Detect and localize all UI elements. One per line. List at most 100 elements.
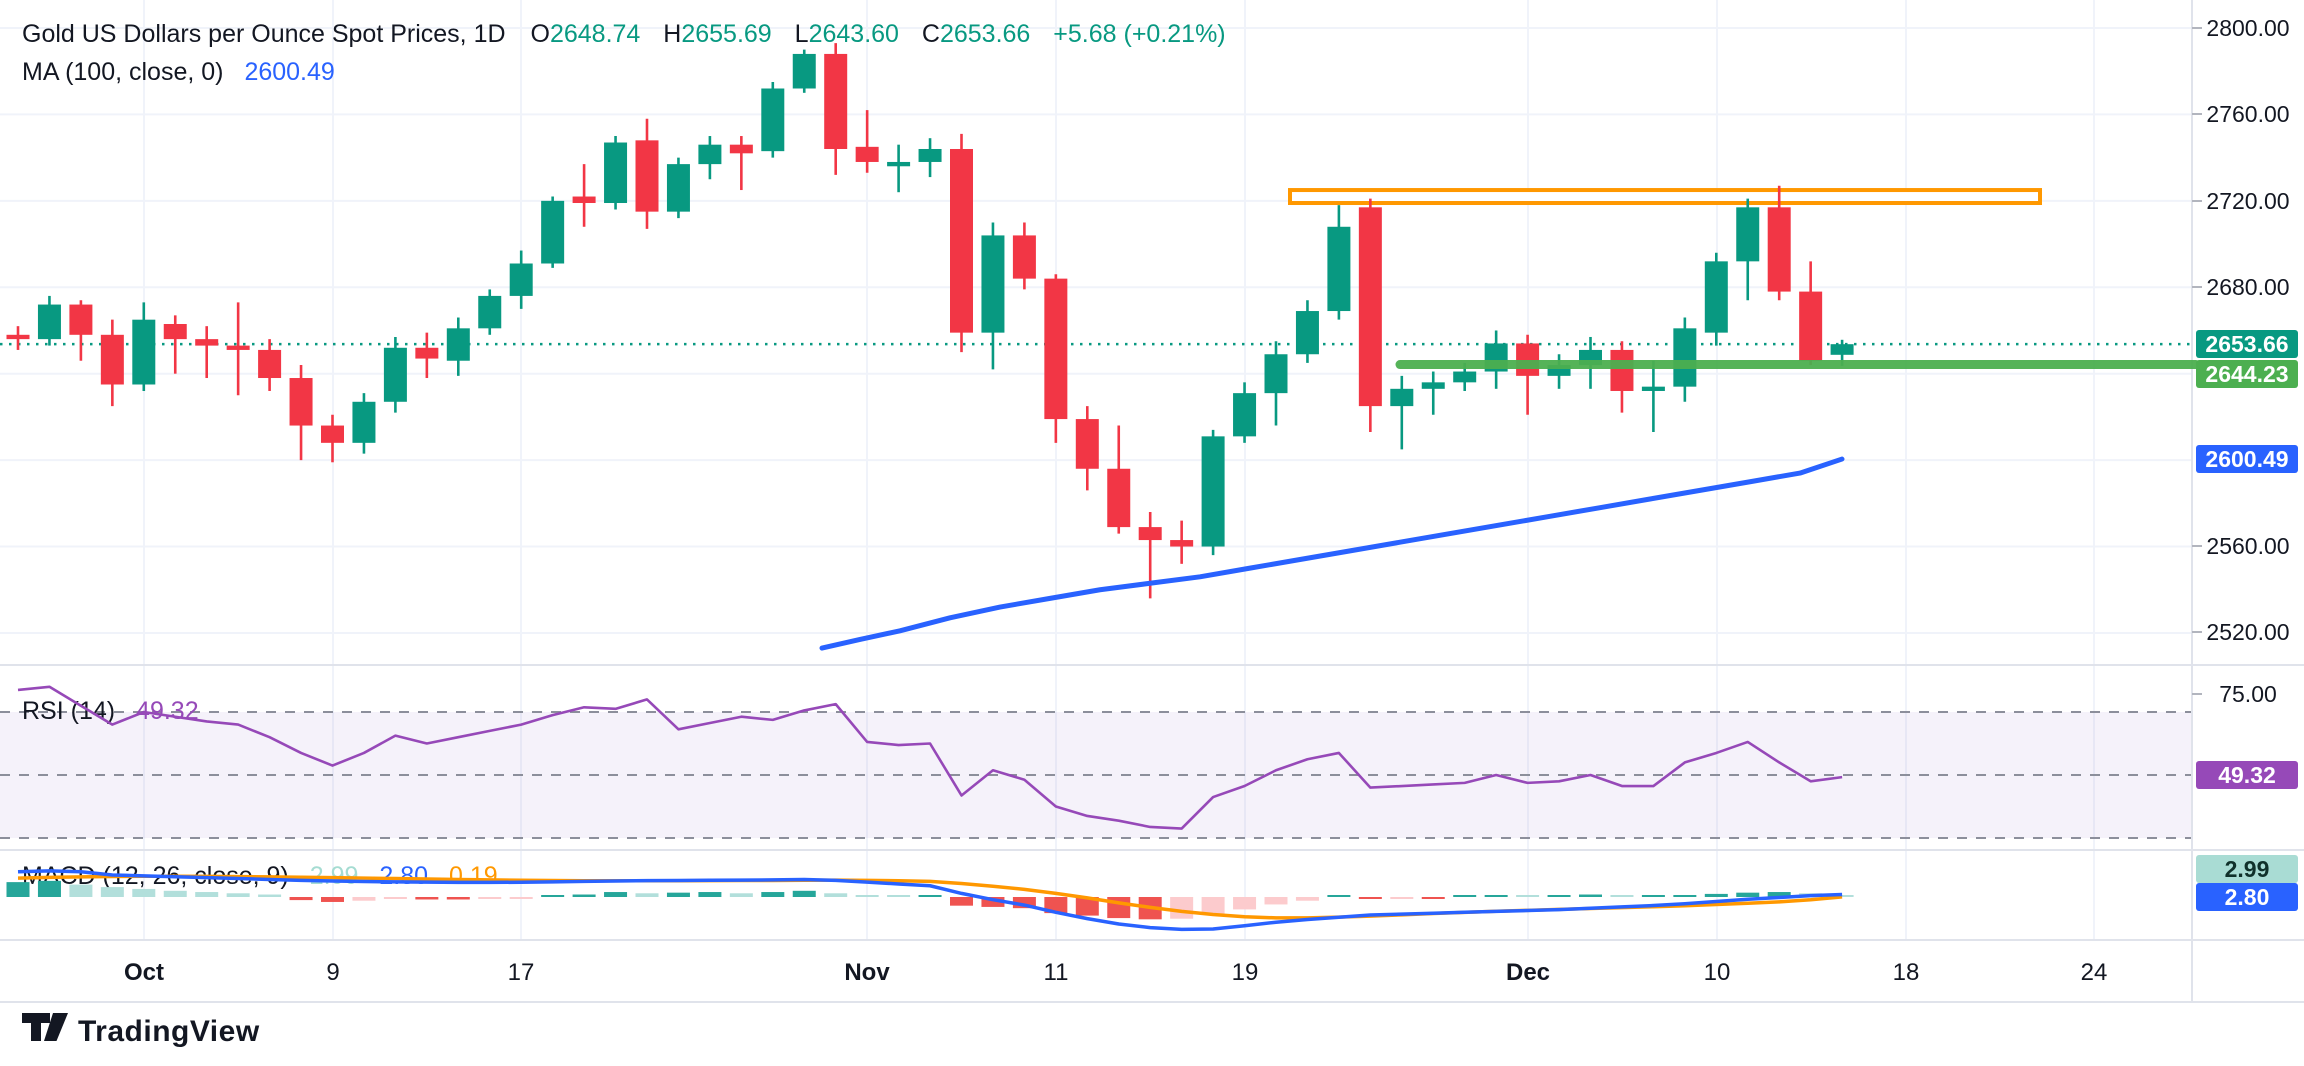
macd-hist-bar <box>981 897 1005 907</box>
candle-body <box>1327 226 1351 312</box>
macd-hist-bar <box>541 895 565 897</box>
ma-100-line <box>819 456 1845 651</box>
price-badge: 2653.66 <box>2196 330 2298 358</box>
candle-body <box>1295 311 1319 355</box>
macd-hist-bar <box>258 894 282 897</box>
time-axis-label[interactable]: 24 <box>2081 959 2108 986</box>
macd-hist-bar <box>1453 895 1477 897</box>
candle <box>1516 334 1540 415</box>
candle-body <box>478 295 502 329</box>
time-axis-label[interactable]: Oct <box>124 959 164 986</box>
macd-hist-bar <box>1767 892 1791 897</box>
candle <box>1484 330 1508 389</box>
time-axis-label[interactable]: 11 <box>1044 959 1069 986</box>
candle-body <box>446 328 470 361</box>
candle <box>541 196 565 268</box>
macd-hist-bar <box>1547 895 1571 897</box>
candle <box>761 82 785 158</box>
candle-body <box>729 144 753 154</box>
axes-layer[interactable]: 2800.00 2760.00 2720.00 2680.00 2560.00 2520.… <box>124 15 2298 986</box>
time-axis-label[interactable]: 18 <box>1893 959 1920 986</box>
time-axis-label[interactable]: 9 <box>326 959 339 986</box>
candle <box>1295 300 1319 363</box>
macd-signal-value: 0.19 <box>449 862 498 890</box>
time-axis-label[interactable]: 10 <box>1704 959 1731 986</box>
time-axis-label[interactable]: 17 <box>508 959 535 986</box>
macd-line-value: 2.80 <box>379 862 428 890</box>
macd-hist-bar <box>1736 892 1760 897</box>
candle <box>37 295 61 346</box>
candle-body <box>1830 344 1854 355</box>
macd-hist-bar <box>1673 895 1697 897</box>
price-badge-bg <box>2196 360 2298 388</box>
price-badge: 2644.23 <box>2196 360 2298 388</box>
candle <box>383 336 407 413</box>
resistance-box <box>1288 188 2042 206</box>
macd-badge-text: 2.99 <box>2225 856 2270 882</box>
candle <box>572 164 596 227</box>
open-letter: O <box>531 20 550 48</box>
candle-body <box>1012 235 1036 279</box>
price-badge-bg <box>2196 445 2298 473</box>
macd-hist-bar <box>195 892 219 897</box>
macd-hist-bar <box>887 895 911 897</box>
macd-hist-bar <box>1201 897 1225 915</box>
candle <box>635 118 659 229</box>
candles <box>6 43 1854 599</box>
series-layer[interactable] <box>6 43 2201 932</box>
macd-hist-bar <box>37 880 61 897</box>
candle <box>1704 252 1728 346</box>
candle-body <box>321 425 344 443</box>
candle-body <box>918 148 942 162</box>
candle-body <box>1547 365 1571 376</box>
candle <box>1421 371 1445 415</box>
tradingview-logo[interactable]: TradingView <box>22 1013 260 1048</box>
candle <box>1075 406 1099 491</box>
candle <box>1170 520 1194 564</box>
candle <box>824 43 848 175</box>
ma-legend: MA (100, close, 0) 2600.49 <box>22 58 335 86</box>
price-badge-text: 2600.49 <box>2205 446 2288 472</box>
time-axis-label[interactable]: 19 <box>1232 959 1259 986</box>
macd-hist-bar <box>6 882 30 897</box>
candle-body <box>1264 354 1288 394</box>
macd-badge: 2.80 <box>2196 883 2298 911</box>
candle <box>729 136 753 191</box>
tradingview-logo-text: TradingView <box>78 1015 260 1048</box>
macd-hist-bar <box>1012 897 1036 909</box>
candle <box>1012 222 1036 290</box>
candle <box>1358 198 1382 433</box>
candle <box>226 302 250 396</box>
candle-body <box>824 53 848 149</box>
macd-badge-bg <box>2196 855 2298 883</box>
candle <box>1641 360 1665 433</box>
main-legend: Gold US Dollars per Ounce Spot Prices, 1… <box>22 20 1226 86</box>
candle <box>352 393 376 454</box>
macd-hist-bar <box>1516 895 1540 897</box>
macd-hist-bar <box>69 884 93 897</box>
candle <box>1327 205 1351 320</box>
time-axis-label[interactable]: Dec <box>1506 959 1550 986</box>
candle-body <box>761 88 785 152</box>
candle <box>478 289 502 335</box>
change-value: +5.68 (+0.21%) <box>1053 20 1225 48</box>
low-value: 2643.60 <box>809 20 899 48</box>
macd-hist-bar <box>666 892 690 897</box>
macd-hist-bar <box>446 897 470 900</box>
symbol-title: Gold US Dollars per Ounce Spot Prices, 1… <box>22 20 506 48</box>
candle-body <box>572 196 596 204</box>
macd-hist-bar <box>950 897 973 906</box>
macd-hist-bar <box>226 893 250 897</box>
candle-body <box>1767 207 1791 292</box>
candle-body <box>509 263 533 296</box>
candle <box>195 326 219 379</box>
candle <box>1673 317 1697 402</box>
macd-badge: 2.99 <box>2196 855 2298 883</box>
macd-hist-bar <box>918 895 942 897</box>
time-axis-label[interactable]: Nov <box>844 959 890 986</box>
candle-body <box>698 144 722 165</box>
high-value: 2655.69 <box>681 20 771 48</box>
candle-body <box>100 334 124 385</box>
price-scale-label: 2680.00 <box>2206 274 2289 300</box>
